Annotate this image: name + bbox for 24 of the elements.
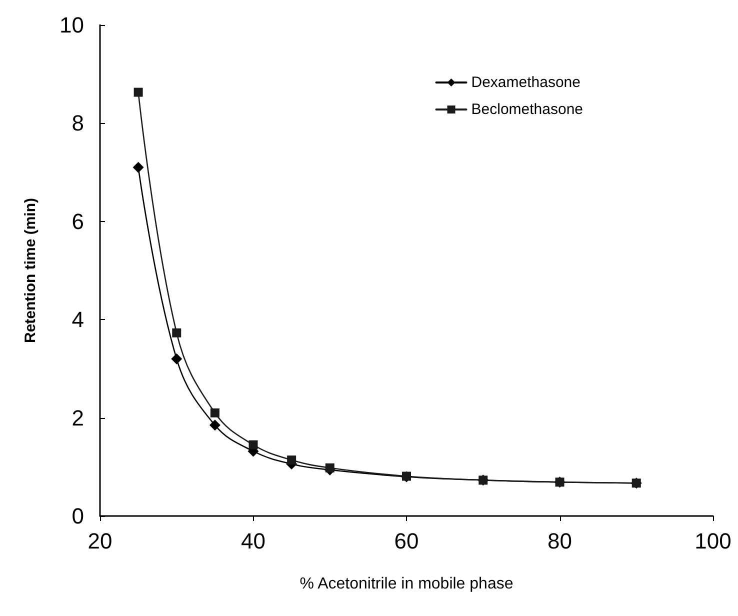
point	[171, 353, 182, 364]
x-tick-label: 80	[548, 528, 572, 554]
x-tick-label: 100	[694, 528, 732, 554]
point	[248, 440, 258, 450]
point	[325, 463, 334, 472]
legend-label: Beclomethasone	[471, 101, 584, 118]
y-tick-label: 6	[72, 208, 84, 234]
point	[172, 328, 182, 338]
y-tick-label: 10	[60, 12, 84, 38]
y-axis-title: Retention time (min)	[22, 198, 39, 343]
y-tick-label: 0	[72, 504, 84, 528]
x-tick-label: 60	[394, 528, 419, 554]
point	[210, 408, 220, 418]
x-axis-title: % Acetonitrile in mobile phase	[300, 576, 514, 592]
point	[287, 456, 296, 465]
point	[134, 88, 143, 97]
x-tick-label: 40	[241, 528, 266, 554]
point	[132, 162, 144, 173]
point	[209, 420, 220, 431]
y-tick-label: 2	[72, 405, 84, 430]
y-tick-label: 8	[72, 110, 84, 136]
y-tick-label: 4	[72, 307, 84, 332]
legend-label: Dexamethasone	[471, 74, 580, 91]
x-tick-label: 20	[88, 528, 112, 554]
